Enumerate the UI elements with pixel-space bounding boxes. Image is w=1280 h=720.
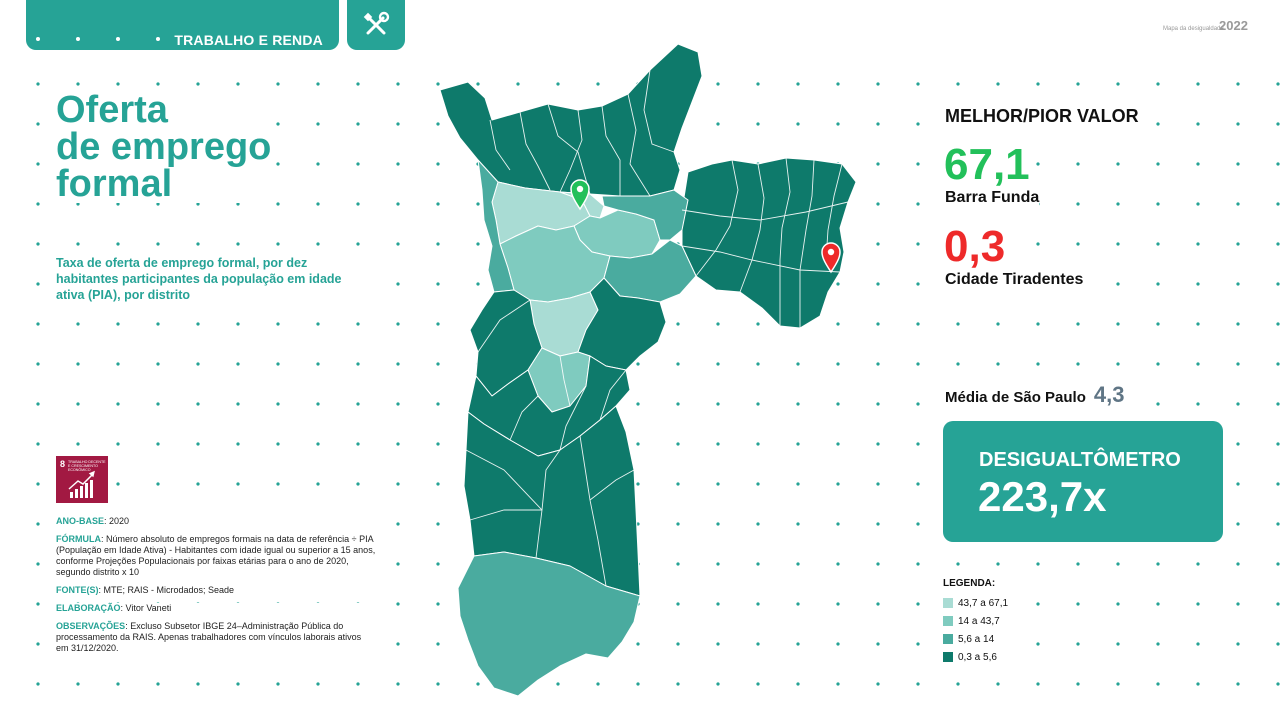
tools-icon: [363, 11, 390, 35]
page-title: Oferta de emprego formal: [56, 89, 272, 205]
decor-dot: [156, 37, 160, 41]
section-tab: TRABALHO E RENDA: [26, 0, 339, 50]
meta-ano-base: ANO-BASE: 2020: [56, 516, 376, 527]
growth-chart-icon: [68, 470, 95, 498]
worst-value: 0,3: [944, 222, 1006, 272]
legend-label: 5,6 a 14: [958, 633, 995, 645]
legend-label: 14 a 43,7: [958, 615, 1000, 627]
decor-dot: [76, 37, 80, 41]
legend-item: 14 a 43,7: [943, 612, 1008, 630]
sdg-8-badge: 8 TRABALHO DECENTE E CRESCIMENTO ECONÔMI…: [56, 456, 108, 503]
desigualtometro-label: DESIGUALTÔMETRO: [979, 449, 1181, 471]
best-worst-heading: MELHOR/PIOR VALOR: [945, 106, 1139, 127]
district-map[interactable]: [430, 40, 890, 700]
map-district-south-east[interactable]: [577, 277, 667, 371]
legend-label: 43,7 a 67,1: [958, 597, 1009, 609]
legend-item: 5,6 a 14: [943, 630, 1008, 648]
meta-fontes: FONTE(S): MTE; RAIS - Microdados; Seade: [56, 585, 376, 596]
page-subtitle: Taxa de oferta de emprego formal, por de…: [56, 255, 366, 303]
brand-caption: Mapa da desigualdade: [1163, 26, 1224, 32]
brand-logo: Mapa da desigualdade 2022: [1163, 19, 1248, 32]
sdg-number: 8: [60, 459, 66, 469]
legend-title: LEGENDA:: [943, 578, 996, 589]
worst-value-marker[interactable]: [821, 242, 841, 274]
legend-label: 0,3 a 5,6: [958, 651, 997, 663]
map-district-parelheiros[interactable]: [457, 551, 641, 697]
best-district-name: Barra Funda: [945, 189, 1040, 207]
decor-dot: [36, 37, 40, 41]
decor-dot: [116, 37, 120, 41]
meta-observacoes: OBSERVAÇÕES: Excluso Subsetor IBGE 24–Ad…: [56, 621, 376, 654]
map-legend: LEGENDA: 43,7 a 67,1 14 a 43,7 5,6 a 14 …: [943, 578, 1009, 666]
sdg-text: TRABALHO DECENTE E CRESCIMENTO ECONÔMICO: [68, 460, 106, 472]
brand-year: 2022: [1219, 18, 1248, 33]
desigualtometro-card: DESIGUALTÔMETRO 223,7x: [943, 421, 1223, 542]
meta-elaboracao: ELABORAÇÃO: Vitor Vaneti: [56, 603, 376, 614]
map-district-center-east[interactable]: [601, 189, 689, 241]
legend-item: 0,3 a 5,6: [943, 648, 1008, 666]
legend-swatch: [943, 652, 953, 662]
methodology-notes: ANO-BASE: 2020 FÓRMULA: Número absoluto …: [56, 516, 376, 661]
best-value: 67,1: [944, 140, 1030, 190]
desigualtometro-value: 223,7x: [978, 473, 1107, 520]
section-label: TRABALHO E RENDA: [174, 32, 323, 48]
average-value: 4,3: [1093, 382, 1125, 407]
legend-swatch: [943, 616, 953, 626]
worst-district-name: Cidade Tiradentes: [945, 271, 1084, 289]
tools-button[interactable]: [347, 0, 405, 50]
map-district-far-south[interactable]: [463, 405, 641, 597]
average-sao-paulo: Média de São Paulo 4,3: [945, 382, 1125, 408]
legend-swatch: [943, 634, 953, 644]
average-label: Média de São Paulo: [945, 389, 1086, 406]
legend-swatch: [943, 598, 953, 608]
meta-formula: FÓRMULA: Número absoluto de empregos for…: [56, 534, 376, 578]
legend-item: 43,7 a 67,1: [943, 594, 1008, 612]
best-value-marker[interactable]: [570, 179, 590, 211]
